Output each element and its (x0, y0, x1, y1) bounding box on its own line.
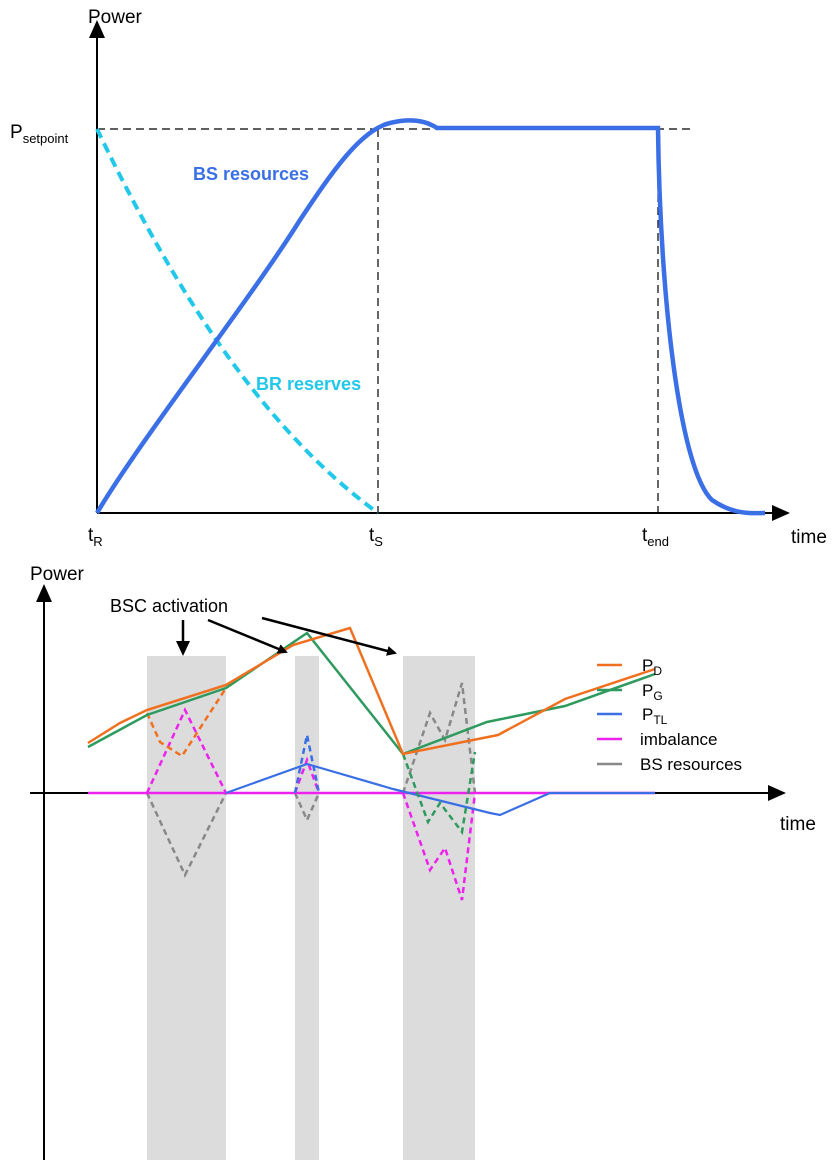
legend-label-imbalance: imbalance (640, 730, 718, 749)
top-y-axis-label: Power (88, 7, 143, 28)
bs-resources-curve (95, 118, 766, 516)
pd-line (87, 626, 656, 756)
bsc-activation-label: BSC activation (110, 596, 228, 616)
pg-dashed-dip (401, 751, 477, 836)
imbalance-up-2 (293, 756, 321, 794)
legend-label-ptl: PTL (642, 705, 668, 727)
tick-label-tr: tR (88, 525, 103, 549)
top-x-axis-arrow (772, 505, 790, 521)
bs-resources-down-1 (145, 792, 228, 878)
legend-label-bs-resources: BS resources (640, 755, 742, 774)
bottom-x-axis-label: time (780, 814, 816, 835)
pd-dashed-dip (145, 687, 228, 758)
imbalance-up-1 (145, 707, 228, 794)
setpoint-label: Psetpoint (10, 122, 69, 146)
bottom-y-axis-arrow (36, 584, 52, 602)
pg-line (87, 631, 656, 756)
activation-band-2 (295, 656, 319, 1160)
ptl-line (225, 762, 655, 817)
top-y-axis-arrow (89, 20, 105, 38)
activation-arrow-3 (261, 616, 397, 656)
tick-label-ts: tS (369, 525, 383, 549)
legend-label-pg: PG (642, 681, 663, 703)
br-reserves-curve (95, 128, 380, 515)
legend: PD PG PTL imbalance BS resources (597, 656, 742, 774)
bottom-x-axis-arrow (768, 785, 786, 801)
bottom-chart: Power time BSC activation PD PG PTL imba… (30, 564, 816, 1160)
top-x-axis-label: time (791, 527, 827, 548)
legend-label-pd: PD (642, 656, 662, 678)
tick-label-tend: tend (642, 525, 669, 549)
bs-resources-up-3 (401, 682, 477, 794)
activation-arrow-2 (207, 618, 288, 654)
activation-arrowhead-1 (176, 641, 190, 656)
top-chart: Power time Psetpoint tR tS tend BS resou… (10, 7, 827, 549)
br-reserves-label: BR reserves (256, 374, 361, 394)
bottom-y-axis-label: Power (30, 564, 85, 585)
imbalance-down-3 (401, 792, 477, 901)
bs-resources-label: BS resources (193, 164, 309, 184)
activation-band-1 (147, 656, 226, 1160)
